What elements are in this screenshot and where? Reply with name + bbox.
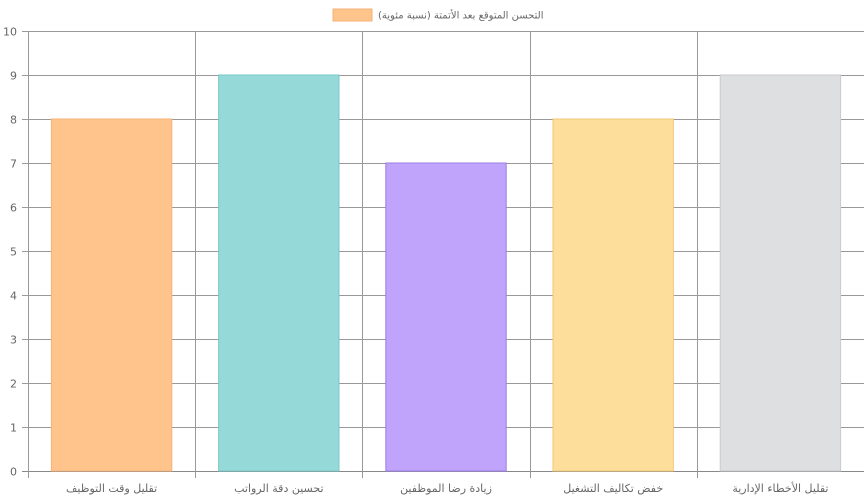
x-axis: تقليل وقت التوظيف تحسين دقة الرواتب زيادة …: [66, 481, 828, 495]
bar: [385, 162, 507, 472]
legend: التحسن المتوقع بعد الأتمتة (نسبة مئوية): [332, 8, 543, 22]
legend-label: التحسن المتوقع بعد الأتمتة (نسبة مئوية): [378, 9, 543, 22]
x-tick-label: خفض تكاليف التشغيل: [563, 482, 663, 495]
y-tick-label: 3: [10, 334, 17, 347]
y-tick-label: 4: [10, 290, 17, 303]
y-tick-label: 1: [10, 422, 17, 435]
y-tick-label: 6: [10, 202, 17, 215]
y-tick-label: 0: [10, 466, 17, 479]
legend-swatch: [332, 8, 373, 22]
y-tick-label: 9: [10, 70, 17, 83]
bar: [719, 74, 842, 472]
y-tick-label: 7: [10, 158, 17, 171]
bar: [50, 118, 173, 472]
x-tick-label: زيادة رضا الموظفين: [400, 482, 492, 495]
bars: [50, 74, 842, 472]
y-tick-label: 5: [10, 246, 17, 259]
y-axis: 0 1 2 3 4 5 6 7 8 9 10: [3, 26, 17, 479]
bar: [218, 74, 340, 472]
x-tick-label: تحسين دقة الرواتب: [234, 482, 323, 495]
x-tick-label: تقليل وقت التوظيف: [66, 482, 157, 495]
y-tick-label: 8: [10, 114, 17, 127]
y-tick-label: 10: [3, 26, 17, 39]
y-tick-label: 2: [10, 378, 17, 391]
bar: [552, 118, 674, 472]
x-tick-label: تقليل الأخطاء الإدارية: [732, 481, 828, 495]
